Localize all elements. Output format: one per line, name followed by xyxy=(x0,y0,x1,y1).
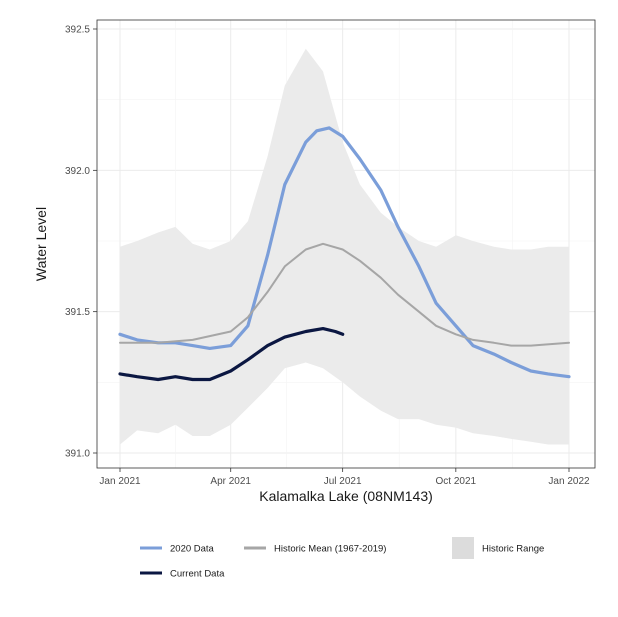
x-axis-title: Kalamalka Lake (08NM143) xyxy=(259,488,433,504)
x-tick-label: Jul 2021 xyxy=(324,476,362,487)
panel-border xyxy=(96,19,596,469)
historic-range-layer xyxy=(120,48,569,445)
y-axis-title: Water Level xyxy=(33,207,49,281)
series-current-data xyxy=(118,327,345,382)
series-historic-mean-1967-2019 xyxy=(119,242,570,347)
x-tick-label: Jan 2021 xyxy=(99,476,141,487)
historic-range-band xyxy=(120,48,569,445)
y-tick-label: 391.0 xyxy=(65,449,90,460)
x-tick-label: Apr 2021 xyxy=(210,476,251,487)
series-layer xyxy=(118,126,571,382)
series-2020-data xyxy=(118,126,571,379)
axis-layer: 391.0 391.5 392.0 392.5 Jan 2021 Apr 2021 Jul … xyxy=(65,25,590,488)
x-tick-label: Jan 2022 xyxy=(548,476,590,487)
y-tick-label: 392.5 xyxy=(65,25,90,36)
legend-label-historic-mean-1967-2019: Historic Mean (1967-2019) xyxy=(274,544,386,555)
x-tick-label: Oct 2021 xyxy=(436,476,477,487)
legend-label-historic-range: Historic Range xyxy=(482,544,544,555)
legend-label-current-data: Current Data xyxy=(170,569,225,580)
legend-key-historic-range xyxy=(452,537,474,559)
y-tick-label: 391.5 xyxy=(65,307,90,318)
y-tick-label: 392.0 xyxy=(65,166,90,177)
legend-label-2020-data: 2020 Data xyxy=(170,544,215,555)
legend: 2020 Data Historic Mean (1967-2019) Histor… xyxy=(140,537,544,580)
